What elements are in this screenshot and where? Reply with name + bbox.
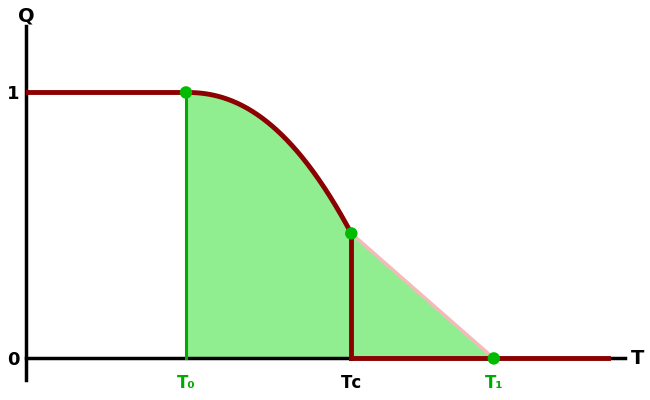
- Polygon shape: [351, 234, 494, 358]
- Text: Tᴄ: Tᴄ: [341, 374, 362, 392]
- Text: T: T: [630, 349, 644, 368]
- Point: [346, 230, 356, 237]
- Polygon shape: [186, 92, 351, 358]
- Text: Q: Q: [18, 7, 34, 26]
- Text: T₀: T₀: [177, 374, 195, 392]
- Text: T₁: T₁: [484, 374, 503, 392]
- Point: [489, 355, 499, 362]
- Point: [181, 89, 191, 96]
